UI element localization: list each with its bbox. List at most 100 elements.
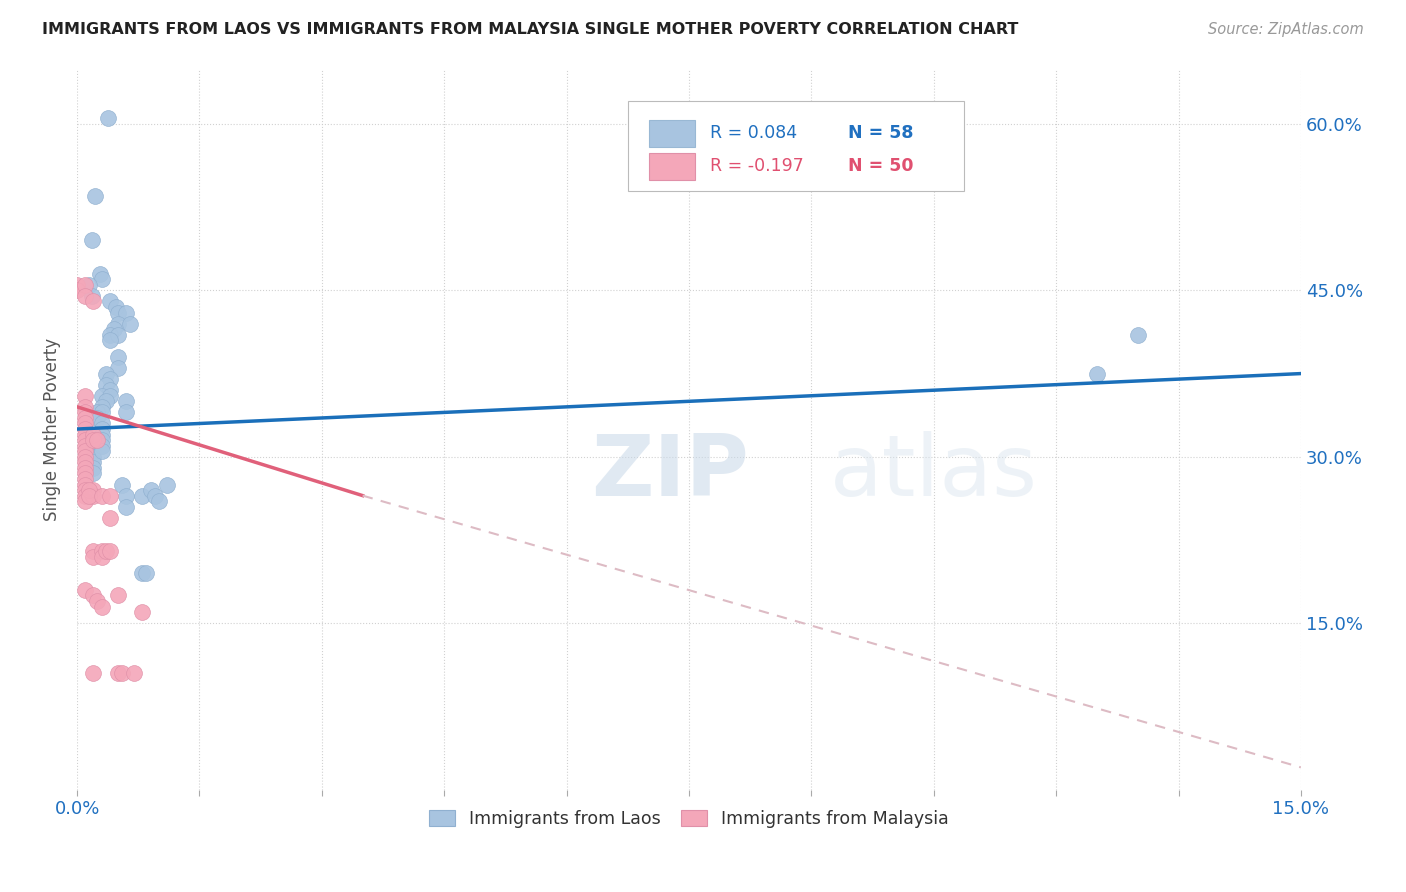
Point bbox=[98, 510, 121, 524]
Point bbox=[115, 489, 138, 503]
Point bbox=[75, 489, 97, 503]
Point bbox=[75, 405, 97, 419]
Point bbox=[82, 483, 104, 497]
Point bbox=[98, 327, 121, 342]
Point bbox=[105, 300, 128, 314]
FancyBboxPatch shape bbox=[628, 101, 965, 191]
Point bbox=[98, 334, 121, 348]
Point bbox=[82, 549, 104, 564]
Point bbox=[103, 322, 125, 336]
Text: atlas: atlas bbox=[830, 431, 1038, 514]
Point bbox=[90, 400, 112, 414]
Point bbox=[90, 444, 112, 458]
Point bbox=[75, 400, 97, 414]
Point bbox=[148, 494, 170, 508]
Point bbox=[131, 489, 153, 503]
Point bbox=[75, 477, 97, 491]
Text: R = -0.197: R = -0.197 bbox=[710, 158, 804, 176]
Point bbox=[82, 461, 104, 475]
Point bbox=[98, 294, 121, 309]
Bar bbox=[648, 153, 695, 180]
Point bbox=[90, 272, 112, 286]
Point bbox=[111, 666, 134, 681]
Point bbox=[75, 427, 97, 442]
Point bbox=[90, 433, 112, 447]
Point bbox=[139, 483, 162, 497]
Point bbox=[75, 455, 97, 469]
Point bbox=[82, 467, 104, 481]
Point bbox=[75, 461, 97, 475]
Point bbox=[90, 405, 112, 419]
Text: Source: ZipAtlas.com: Source: ZipAtlas.com bbox=[1208, 22, 1364, 37]
Point bbox=[90, 439, 112, 453]
Point bbox=[107, 350, 129, 364]
Point bbox=[86, 411, 108, 425]
Text: ZIP: ZIP bbox=[591, 431, 749, 514]
Point bbox=[75, 277, 97, 292]
Point bbox=[115, 305, 138, 319]
Point bbox=[98, 544, 121, 558]
Point bbox=[82, 294, 104, 309]
Point bbox=[75, 444, 97, 458]
Point bbox=[131, 566, 153, 581]
Point bbox=[107, 666, 129, 681]
Point bbox=[122, 666, 145, 681]
Point bbox=[75, 289, 97, 303]
Point bbox=[82, 433, 104, 447]
Point bbox=[75, 389, 97, 403]
Point bbox=[86, 405, 108, 419]
Point bbox=[90, 599, 112, 614]
Text: IMMIGRANTS FROM LAOS VS IMMIGRANTS FROM MALAYSIA SINGLE MOTHER POVERTY CORRELATI: IMMIGRANTS FROM LAOS VS IMMIGRANTS FROM … bbox=[42, 22, 1018, 37]
Point bbox=[107, 361, 129, 376]
Point bbox=[94, 377, 117, 392]
Point bbox=[90, 544, 112, 558]
Point bbox=[120, 317, 142, 331]
Point bbox=[75, 483, 97, 497]
Point bbox=[97, 112, 120, 126]
Point bbox=[82, 455, 104, 469]
Point bbox=[66, 277, 89, 292]
Point bbox=[90, 489, 112, 503]
Point bbox=[79, 483, 101, 497]
Point bbox=[75, 467, 97, 481]
Point bbox=[98, 383, 121, 397]
Point bbox=[98, 489, 121, 503]
Point bbox=[82, 544, 104, 558]
Point bbox=[82, 666, 104, 681]
Point bbox=[94, 367, 117, 381]
Point bbox=[66, 284, 89, 298]
Legend: Immigrants from Laos, Immigrants from Malaysia: Immigrants from Laos, Immigrants from Ma… bbox=[422, 803, 956, 835]
Point bbox=[90, 549, 112, 564]
Point bbox=[107, 589, 129, 603]
Point bbox=[94, 394, 117, 409]
Text: N = 50: N = 50 bbox=[848, 158, 914, 176]
Point bbox=[98, 389, 121, 403]
Text: N = 58: N = 58 bbox=[848, 124, 914, 142]
Point bbox=[156, 477, 179, 491]
Point bbox=[86, 433, 108, 447]
Point bbox=[89, 267, 111, 281]
Point bbox=[82, 589, 104, 603]
Point bbox=[82, 433, 104, 447]
Point bbox=[75, 450, 97, 464]
Point bbox=[115, 394, 138, 409]
Point bbox=[75, 417, 97, 431]
Bar bbox=[648, 120, 695, 147]
Point bbox=[75, 411, 97, 425]
Point bbox=[94, 544, 117, 558]
Point bbox=[82, 450, 104, 464]
Point bbox=[75, 439, 97, 453]
Point bbox=[107, 317, 129, 331]
Point bbox=[82, 444, 104, 458]
Point bbox=[115, 500, 138, 514]
Point bbox=[135, 566, 157, 581]
Point bbox=[82, 489, 104, 503]
Point bbox=[131, 605, 153, 619]
Point bbox=[107, 327, 129, 342]
Point bbox=[90, 427, 112, 442]
Point bbox=[82, 427, 104, 442]
Point bbox=[107, 305, 129, 319]
Point bbox=[75, 433, 97, 447]
Point bbox=[98, 372, 121, 386]
Point bbox=[82, 439, 104, 453]
